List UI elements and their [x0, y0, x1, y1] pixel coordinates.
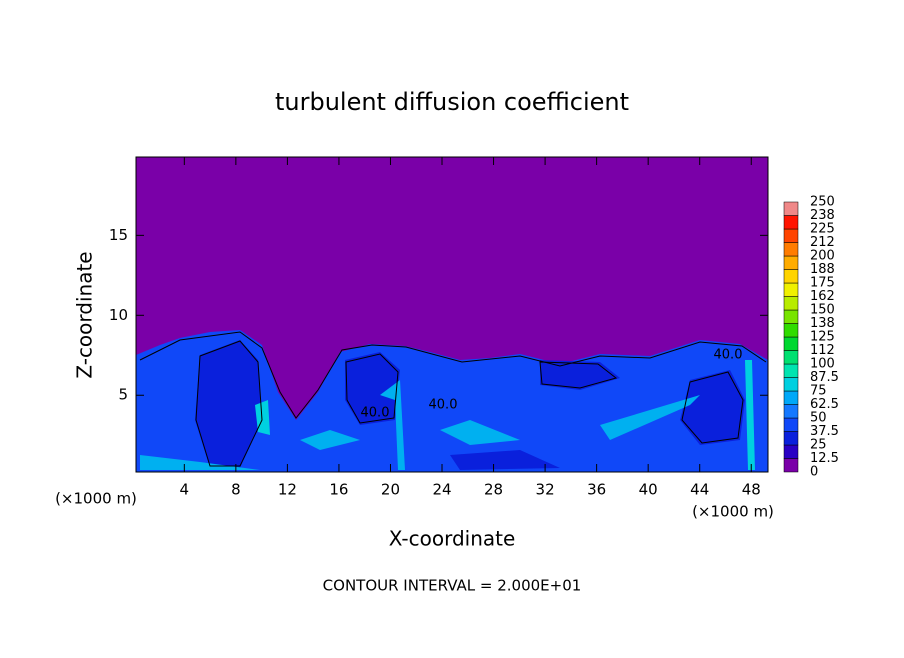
- colorbar-band: [783, 336, 799, 351]
- colorbar-band: [783, 431, 799, 446]
- plot-frame: [135, 156, 769, 473]
- colorbar-label: 25: [810, 438, 827, 453]
- colorbar-label: 238: [810, 208, 835, 223]
- x-tick-label: 44: [690, 481, 709, 499]
- x-tick-label: 32: [536, 481, 555, 499]
- x-tick-label: 40: [639, 481, 658, 499]
- colorbar-band: [783, 417, 799, 432]
- contour-label: 40.0: [429, 398, 458, 413]
- colorbar-label: 212: [810, 235, 835, 250]
- x-tick-label: 20: [381, 481, 400, 499]
- colorbar-band: [783, 350, 799, 365]
- x-tick-label: 36: [587, 481, 606, 499]
- colorbar-band: [783, 323, 799, 338]
- colorbar-band: [783, 444, 799, 459]
- colorbar-band: [783, 242, 799, 257]
- colorbar-label: 75: [810, 384, 827, 399]
- colorbar-band: [783, 458, 799, 473]
- y-tick-label: 15: [109, 226, 128, 244]
- colorbar-label: 112: [810, 343, 835, 358]
- colorbar-label: 150: [810, 303, 835, 318]
- colorbar-label: 87.5: [810, 370, 839, 385]
- x-tick-label: 24: [432, 481, 451, 499]
- x-tick-label: 12: [278, 481, 297, 499]
- colorbar-label: 62.5: [810, 397, 839, 412]
- contour-note: CONTOUR INTERVAL = 2.000E+01: [323, 577, 582, 595]
- colorbar-band: [783, 390, 799, 405]
- chart-title: turbulent diffusion coefficient: [275, 88, 629, 116]
- colorbar-band: [783, 201, 799, 216]
- colorbar-band: [783, 269, 799, 284]
- y-tick-label: 5: [118, 386, 128, 404]
- colorbar-label: 12.5: [810, 451, 839, 466]
- colorbar-label: 37.5: [810, 424, 839, 439]
- colorbar-label: 225: [810, 222, 835, 237]
- contour-label: 40.0: [714, 348, 743, 363]
- x-tick-label: 16: [329, 481, 348, 499]
- x-tick-label: 48: [742, 481, 761, 499]
- colorbar-band: [783, 309, 799, 324]
- x-tick-label: 28: [484, 481, 503, 499]
- colorbar-band: [783, 377, 799, 392]
- x-axis-label: X-coordinate: [389, 527, 516, 551]
- colorbar-label: 250: [810, 195, 835, 210]
- y-axis-label: Z-coordinate: [73, 251, 97, 378]
- colorbar-label: 0: [810, 465, 818, 480]
- colorbar-label: 138: [810, 316, 835, 331]
- contour-label: 40.0: [361, 406, 390, 421]
- colorbar-label: 188: [810, 262, 835, 277]
- colorbar-band: [783, 215, 799, 230]
- colorbar-label: 162: [810, 289, 835, 304]
- colorbar-band: [783, 282, 799, 297]
- colorbar-band: [783, 363, 799, 378]
- colorbar-label: 175: [810, 276, 835, 291]
- x-unit-label: (×1000 m): [55, 490, 137, 508]
- y-tick-label: 10: [109, 306, 128, 324]
- colorbar-label: 125: [810, 330, 835, 345]
- x-tick-label: 8: [231, 481, 241, 499]
- x-unit-label: (×1000 m): [692, 503, 774, 521]
- colorbar-band: [783, 255, 799, 270]
- colorbar-band: [783, 228, 799, 243]
- colorbar-band: [783, 296, 799, 311]
- colorbar-label: 100: [810, 357, 835, 372]
- colorbar-label: 200: [810, 249, 835, 264]
- contour-field: [136, 157, 768, 472]
- colorbar-band: [783, 404, 799, 419]
- colorbar-label: 50: [810, 411, 827, 426]
- x-tick-label: 4: [180, 481, 190, 499]
